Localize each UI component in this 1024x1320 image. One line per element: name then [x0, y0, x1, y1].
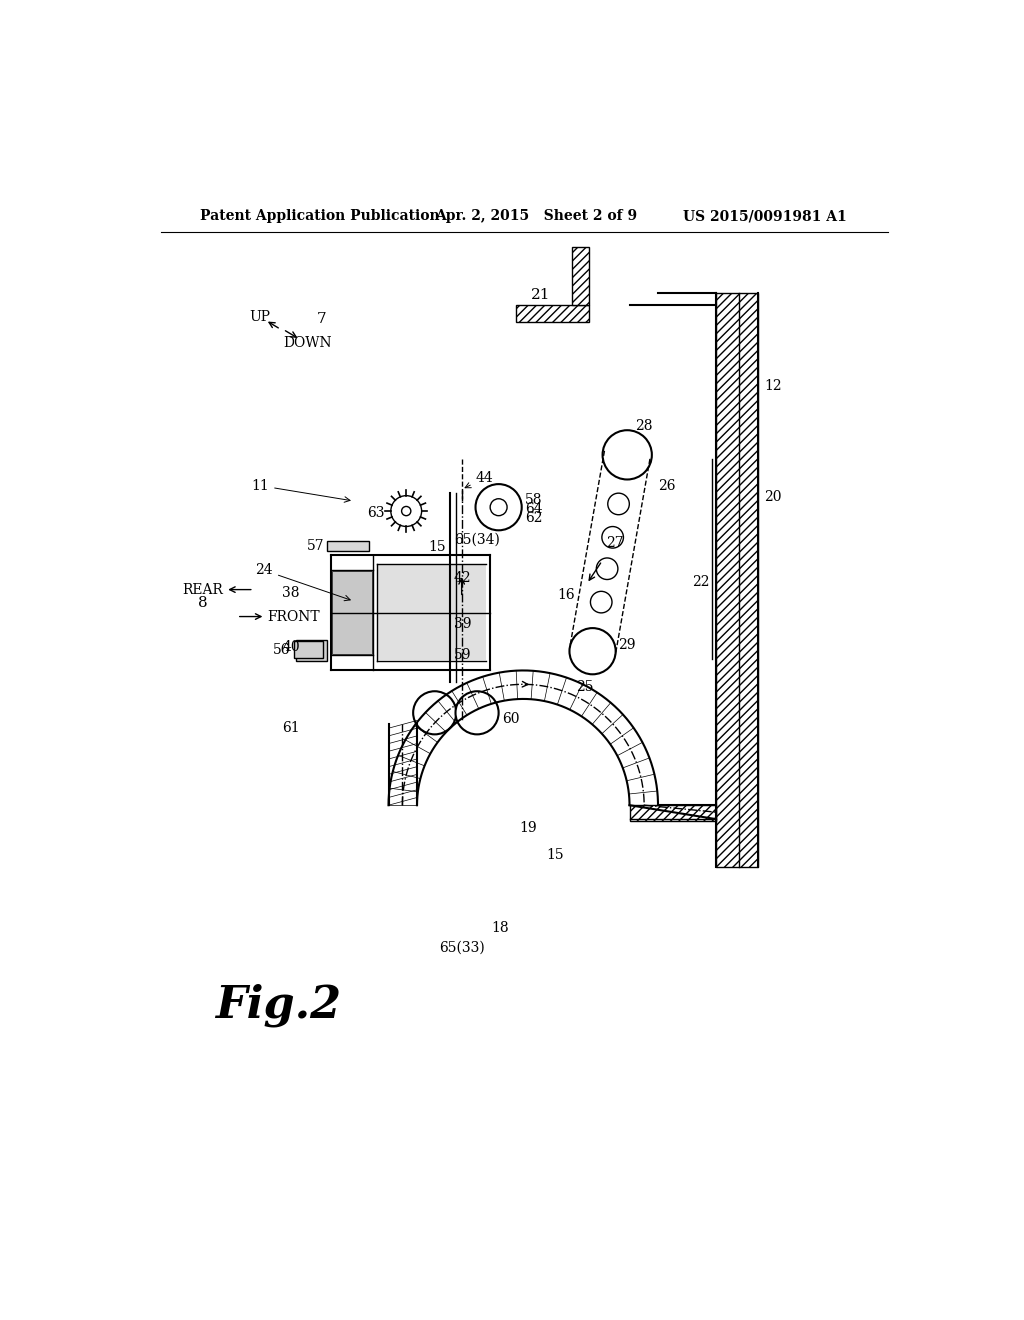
- Bar: [630, 805, 716, 821]
- Text: Fig.2: Fig.2: [215, 983, 341, 1027]
- Circle shape: [456, 692, 499, 734]
- Text: 25: 25: [577, 681, 594, 694]
- Text: 62: 62: [524, 511, 543, 525]
- Bar: [332, 572, 373, 655]
- Bar: [571, 247, 589, 305]
- Text: 16: 16: [558, 589, 575, 602]
- Text: US 2015/0091981 A1: US 2015/0091981 A1: [683, 209, 847, 223]
- Text: 27: 27: [606, 536, 624, 550]
- Bar: [515, 305, 589, 322]
- Text: 63: 63: [368, 506, 385, 520]
- Circle shape: [569, 628, 615, 675]
- Text: 57: 57: [307, 539, 325, 553]
- Circle shape: [602, 430, 652, 479]
- Text: 22: 22: [692, 576, 710, 589]
- Text: 39: 39: [454, 618, 471, 631]
- Text: 29: 29: [617, 638, 636, 652]
- Circle shape: [602, 527, 624, 548]
- Text: 8: 8: [198, 595, 208, 610]
- Text: 28: 28: [635, 418, 652, 433]
- Text: Patent Application Publication: Patent Application Publication: [200, 209, 439, 223]
- Text: 24: 24: [255, 564, 350, 601]
- Text: 26: 26: [658, 479, 676, 492]
- Text: 58: 58: [524, 492, 543, 507]
- Text: 15: 15: [547, 849, 564, 862]
- Text: REAR: REAR: [182, 582, 223, 597]
- Text: 59: 59: [454, 648, 471, 663]
- Text: 40: 40: [283, 640, 300, 655]
- Text: 56: 56: [273, 643, 291, 656]
- Circle shape: [608, 494, 630, 515]
- Circle shape: [591, 591, 612, 612]
- Text: UP: UP: [250, 310, 270, 323]
- Circle shape: [596, 558, 617, 579]
- Text: 65(33): 65(33): [439, 941, 484, 954]
- Text: 7: 7: [316, 312, 327, 326]
- Text: 21: 21: [531, 288, 551, 302]
- Text: 61: 61: [283, 721, 300, 735]
- Text: 38: 38: [283, 586, 300, 601]
- Bar: [296, 640, 327, 661]
- Text: 65(34): 65(34): [454, 532, 500, 546]
- Text: 42: 42: [454, 572, 472, 585]
- Circle shape: [413, 692, 457, 734]
- Text: 11: 11: [252, 479, 350, 503]
- Text: DOWN: DOWN: [284, 337, 332, 350]
- Text: 20: 20: [764, 490, 781, 504]
- Bar: [378, 565, 485, 660]
- Text: 15: 15: [429, 540, 446, 554]
- Text: 64: 64: [524, 502, 543, 516]
- Text: 60: 60: [502, 711, 519, 726]
- Bar: [327, 541, 370, 552]
- Bar: [294, 642, 323, 659]
- Text: 18: 18: [492, 921, 509, 936]
- Circle shape: [391, 495, 422, 527]
- Text: 19: 19: [519, 821, 537, 836]
- Circle shape: [475, 484, 521, 531]
- Text: 44: 44: [465, 471, 494, 488]
- Text: Apr. 2, 2015   Sheet 2 of 9: Apr. 2, 2015 Sheet 2 of 9: [435, 209, 637, 223]
- Text: FRONT: FRONT: [267, 610, 321, 623]
- Bar: [716, 293, 758, 867]
- Text: 12: 12: [764, 379, 782, 392]
- Circle shape: [401, 507, 411, 516]
